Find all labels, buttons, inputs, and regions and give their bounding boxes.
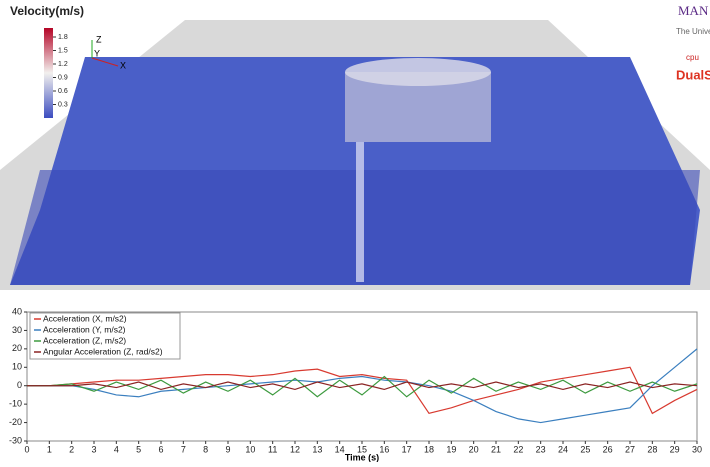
x-tick-label: 9 [225, 444, 230, 454]
colorbar-tick-label: 0.3 [58, 101, 68, 108]
x-tick-label: 24 [558, 444, 568, 454]
x-tick-label: 11 [268, 444, 277, 454]
x-tick-label: 4 [114, 444, 119, 454]
y-tick-label: 40 [12, 306, 22, 316]
x-tick-label: 23 [536, 444, 546, 454]
x-tick-label: 22 [513, 444, 523, 454]
x-tick-label: 1 [47, 444, 52, 454]
x-tick-label: 20 [469, 444, 479, 454]
axis-x [91, 57, 119, 67]
y-tick-label: -10 [9, 399, 22, 409]
series-line [27, 381, 698, 391]
x-tick-label: 10 [245, 444, 255, 454]
x-tick-label: 30 [692, 444, 702, 454]
y-tick-label: -20 [9, 417, 22, 427]
colorbar-title: Velocity(m/s) [10, 4, 84, 18]
x-tick-label: 27 [625, 444, 635, 454]
x-tick-label: 2 [69, 444, 74, 454]
logo-badge: cpu [686, 53, 699, 62]
x-tick-label: 15 [357, 444, 367, 454]
legend-box [29, 312, 181, 360]
x-tick-label: 7 [181, 444, 186, 454]
x-tick-label: 29 [670, 444, 680, 454]
legend-label: Acceleration (Y, m/s2) [43, 324, 126, 334]
axis-y-label: Y [94, 48, 100, 58]
x-tick-label: 26 [603, 444, 613, 454]
axis-x-label: X [120, 60, 126, 70]
y-tick-label: 0 [17, 380, 22, 390]
x-tick-label: 16 [379, 444, 389, 454]
colorbar-tick-label: 1.2 [58, 61, 68, 68]
x-tick-label: 28 [647, 444, 657, 454]
y-tick-label: 10 [12, 362, 22, 372]
colorbar-ticks: 1.8 1.5 1.2 0.9 0.6 0.3 [53, 34, 68, 108]
logo-brand: DualS [676, 67, 710, 82]
x-tick-label: 8 [203, 444, 208, 454]
x-tick-label: 13 [312, 444, 322, 454]
jet [356, 142, 364, 282]
x-tick-label: 12 [290, 444, 300, 454]
colorbar-tick-label: 0.6 [58, 88, 68, 95]
y-tick-label: 30 [12, 325, 22, 335]
legend: Acceleration (X, m/s2)Acceleration (Y, m… [29, 312, 181, 360]
series-line [27, 366, 698, 415]
logo-university: The Univer [676, 27, 710, 36]
y-tick-label: 20 [12, 343, 22, 353]
x-tick-label: 14 [335, 444, 345, 454]
x-tick-label: 21 [491, 444, 501, 454]
logo-top: MAN [678, 3, 709, 18]
water-front [10, 170, 700, 285]
colorbar-tick-label: 1.8 [58, 34, 68, 41]
x-axis-label: Time (s) [345, 452, 379, 462]
series-line [27, 348, 698, 424]
x-tick-label: 6 [158, 444, 163, 454]
legend-label: Angular Acceleration (Z, rad/s2) [43, 346, 163, 356]
legend-label: Acceleration (Z, m/s2) [43, 335, 126, 345]
x-tick-label: 18 [424, 444, 434, 454]
x-tick-label: 0 [24, 444, 29, 454]
x-tick-label: 5 [136, 444, 141, 454]
axis-z-label: Z [96, 34, 102, 44]
colorbar-tick-label: 0.9 [58, 74, 68, 81]
x-tick-label: 19 [446, 444, 456, 454]
colorbar [44, 28, 53, 118]
legend-label: Acceleration (X, m/s2) [43, 313, 127, 323]
series-line [27, 375, 698, 398]
colorbar-tick-label: 1.5 [58, 47, 68, 54]
x-tick-label: 25 [580, 444, 590, 454]
cylinder-top [345, 58, 491, 86]
x-tick-label: 3 [91, 444, 96, 454]
y-tick-label: -30 [9, 435, 22, 445]
x-tick-label: 17 [402, 444, 412, 454]
